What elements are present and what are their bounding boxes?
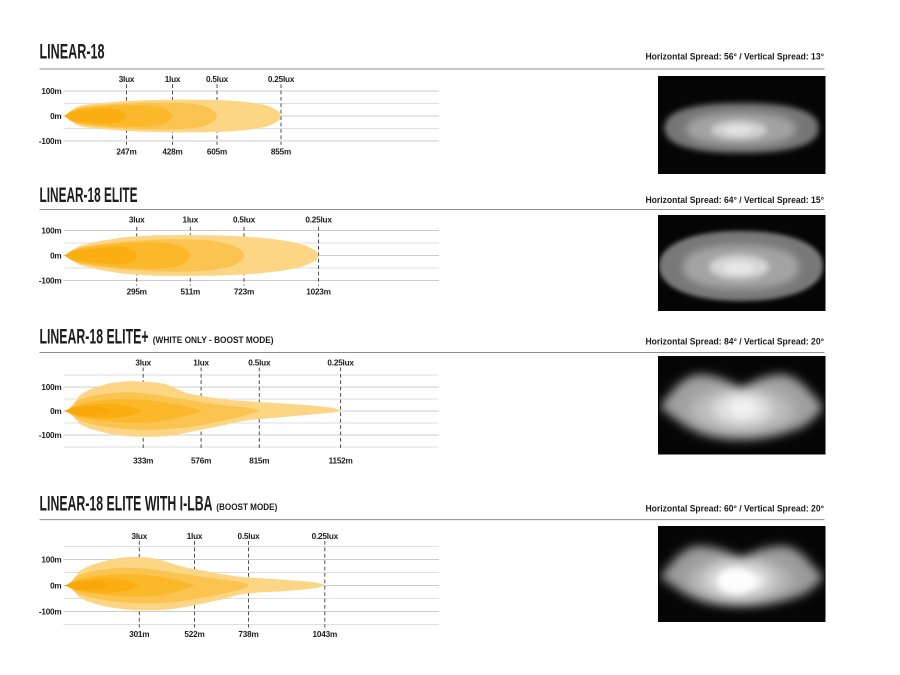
svg-text:576m: 576m <box>191 456 211 465</box>
svg-text:0m: 0m <box>50 252 61 261</box>
svg-text:3lux: 3lux <box>129 215 145 224</box>
svg-text:738m: 738m <box>238 630 258 639</box>
svg-text:-100m: -100m <box>39 431 62 440</box>
svg-text:0.25lux: 0.25lux <box>312 532 339 541</box>
svg-text:0.5lux: 0.5lux <box>237 532 260 541</box>
svg-text:333m: 333m <box>133 456 153 465</box>
svg-text:0m: 0m <box>50 407 61 416</box>
svg-text:723m: 723m <box>234 287 254 296</box>
svg-text:1152m: 1152m <box>329 456 353 465</box>
svg-text:295m: 295m <box>127 287 147 296</box>
svg-text:Horizontal Spread: 64° / Ver: Horizontal Spread: 64° / Vertical Spread… <box>646 195 825 205</box>
svg-text:100m: 100m <box>41 383 61 392</box>
svg-text:0m: 0m <box>50 112 61 121</box>
svg-text:0.5lux: 0.5lux <box>206 75 229 84</box>
svg-text:301m: 301m <box>129 630 149 639</box>
svg-text:1lux: 1lux <box>165 75 181 84</box>
svg-text:100m: 100m <box>41 556 61 565</box>
svg-text:-100m: -100m <box>39 608 62 617</box>
svg-text:0.25lux: 0.25lux <box>305 215 332 224</box>
svg-text:1lux: 1lux <box>183 215 199 224</box>
svg-text:Horizontal Spread: 56° / Ver: Horizontal Spread: 56° / Vertical Spread… <box>646 52 825 62</box>
svg-text:0.25lux: 0.25lux <box>268 75 295 84</box>
svg-text:0.5lux: 0.5lux <box>248 359 271 368</box>
svg-text:LINEAR-18 ELITE+: LINEAR-18 ELITE+ <box>40 325 149 348</box>
svg-text:Horizontal Spread: 60° / Ver: Horizontal Spread: 60° / Vertical Spread… <box>646 504 825 514</box>
svg-text:428m: 428m <box>162 148 182 157</box>
svg-text:100m: 100m <box>41 227 61 236</box>
svg-text:3lux: 3lux <box>135 359 151 368</box>
svg-text:855m: 855m <box>271 148 291 157</box>
svg-text:0.5lux: 0.5lux <box>233 215 256 224</box>
svg-text:LINEAR-18 ELITE WITH I-LBA: LINEAR-18 ELITE WITH I-LBA <box>40 493 213 516</box>
svg-text:0m: 0m <box>50 582 61 591</box>
svg-text:LINEAR-18: LINEAR-18 <box>40 41 105 64</box>
svg-text:1023m: 1023m <box>306 287 331 296</box>
svg-text:(BOOST MODE): (BOOST MODE) <box>216 502 277 513</box>
svg-text:0.25lux: 0.25lux <box>327 359 354 368</box>
svg-text:511m: 511m <box>180 287 200 296</box>
svg-text:Horizontal Spread: 84° / Ver: Horizontal Spread: 84° / Vertical Spread… <box>646 336 825 346</box>
svg-text:LINEAR-18 ELITE: LINEAR-18 ELITE <box>40 184 138 207</box>
svg-text:-100m: -100m <box>39 277 62 286</box>
svg-text:1lux: 1lux <box>193 359 209 368</box>
svg-text:100m: 100m <box>41 87 61 96</box>
svg-text:3lux: 3lux <box>119 75 135 84</box>
svg-text:(WHITE ONLY - BOOST MODE): (WHITE ONLY - BOOST MODE) <box>153 335 274 346</box>
svg-text:1lux: 1lux <box>187 532 203 541</box>
svg-text:815m: 815m <box>249 456 269 465</box>
svg-text:1043m: 1043m <box>313 630 338 639</box>
svg-text:247m: 247m <box>116 148 136 157</box>
svg-text:3lux: 3lux <box>132 532 148 541</box>
svg-text:605m: 605m <box>207 148 227 157</box>
svg-text:522m: 522m <box>184 630 204 639</box>
svg-text:-100m: -100m <box>39 137 62 146</box>
